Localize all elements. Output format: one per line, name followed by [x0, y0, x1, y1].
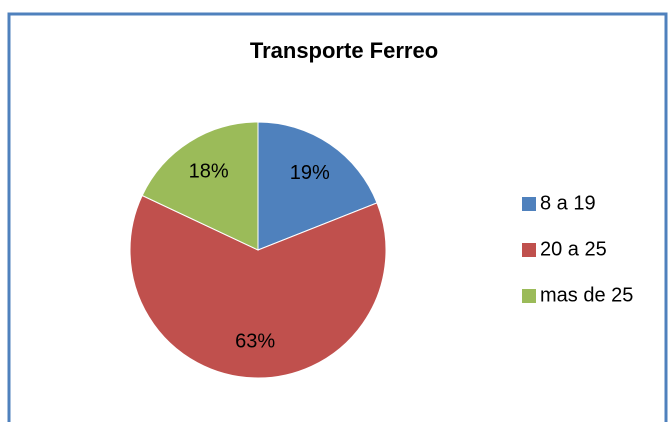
- legend-swatch: [522, 197, 536, 211]
- pie-slice: [129, 194, 387, 379]
- chart-border: [7, 12, 668, 422]
- pie-slice: [141, 121, 259, 251]
- legend-swatch: [522, 289, 536, 303]
- data-label: 18%: [189, 160, 229, 182]
- data-label: 19%: [290, 162, 330, 184]
- pie-slice: [257, 121, 378, 251]
- legend-swatch: [522, 243, 536, 257]
- legend-label: 20 a 25: [540, 238, 607, 260]
- legend-label: 8 a 19: [540, 192, 596, 214]
- legend-label: mas de 25: [540, 284, 633, 306]
- data-label: 63%: [235, 330, 275, 352]
- chart-title: Transporte Ferreo: [250, 38, 438, 63]
